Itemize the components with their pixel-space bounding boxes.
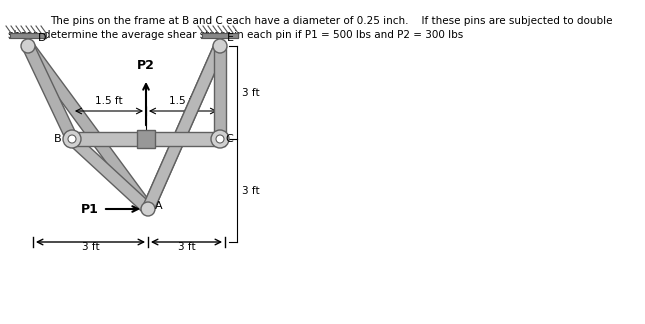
Bar xyxy=(202,33,238,38)
Circle shape xyxy=(211,130,229,148)
Bar xyxy=(10,33,46,38)
Text: 1.5 ft: 1.5 ft xyxy=(95,96,123,106)
Text: shear, determine the average shear stress in each pin if P1 = 500 lbs and P2 = 3: shear, determine the average shear stres… xyxy=(8,30,463,40)
Circle shape xyxy=(216,135,224,143)
Polygon shape xyxy=(23,42,153,213)
Bar xyxy=(137,130,155,148)
Polygon shape xyxy=(68,134,152,214)
Text: B: B xyxy=(54,134,62,144)
Circle shape xyxy=(68,135,76,143)
Circle shape xyxy=(213,39,227,53)
Circle shape xyxy=(63,130,81,148)
Polygon shape xyxy=(23,43,77,142)
Text: 3 ft: 3 ft xyxy=(242,87,260,98)
Text: 3 ft: 3 ft xyxy=(177,242,195,252)
Text: D: D xyxy=(38,33,46,43)
Text: 1.5 ft: 1.5 ft xyxy=(169,96,197,106)
Text: A: A xyxy=(155,201,163,211)
Polygon shape xyxy=(143,43,226,212)
Text: 3 ft: 3 ft xyxy=(82,242,99,252)
Text: The pins on the frame at B and C each have a diameter of 0.25 inch.    If these : The pins on the frame at B and C each ha… xyxy=(50,16,613,26)
Text: P1: P1 xyxy=(81,203,99,216)
Text: E: E xyxy=(227,33,234,43)
Circle shape xyxy=(141,202,155,216)
Circle shape xyxy=(21,39,35,53)
Polygon shape xyxy=(214,46,226,139)
Text: 3 ft: 3 ft xyxy=(242,186,260,195)
Polygon shape xyxy=(143,43,226,212)
Bar xyxy=(67,132,225,146)
Text: P2: P2 xyxy=(137,59,155,72)
Text: C: C xyxy=(225,134,233,144)
